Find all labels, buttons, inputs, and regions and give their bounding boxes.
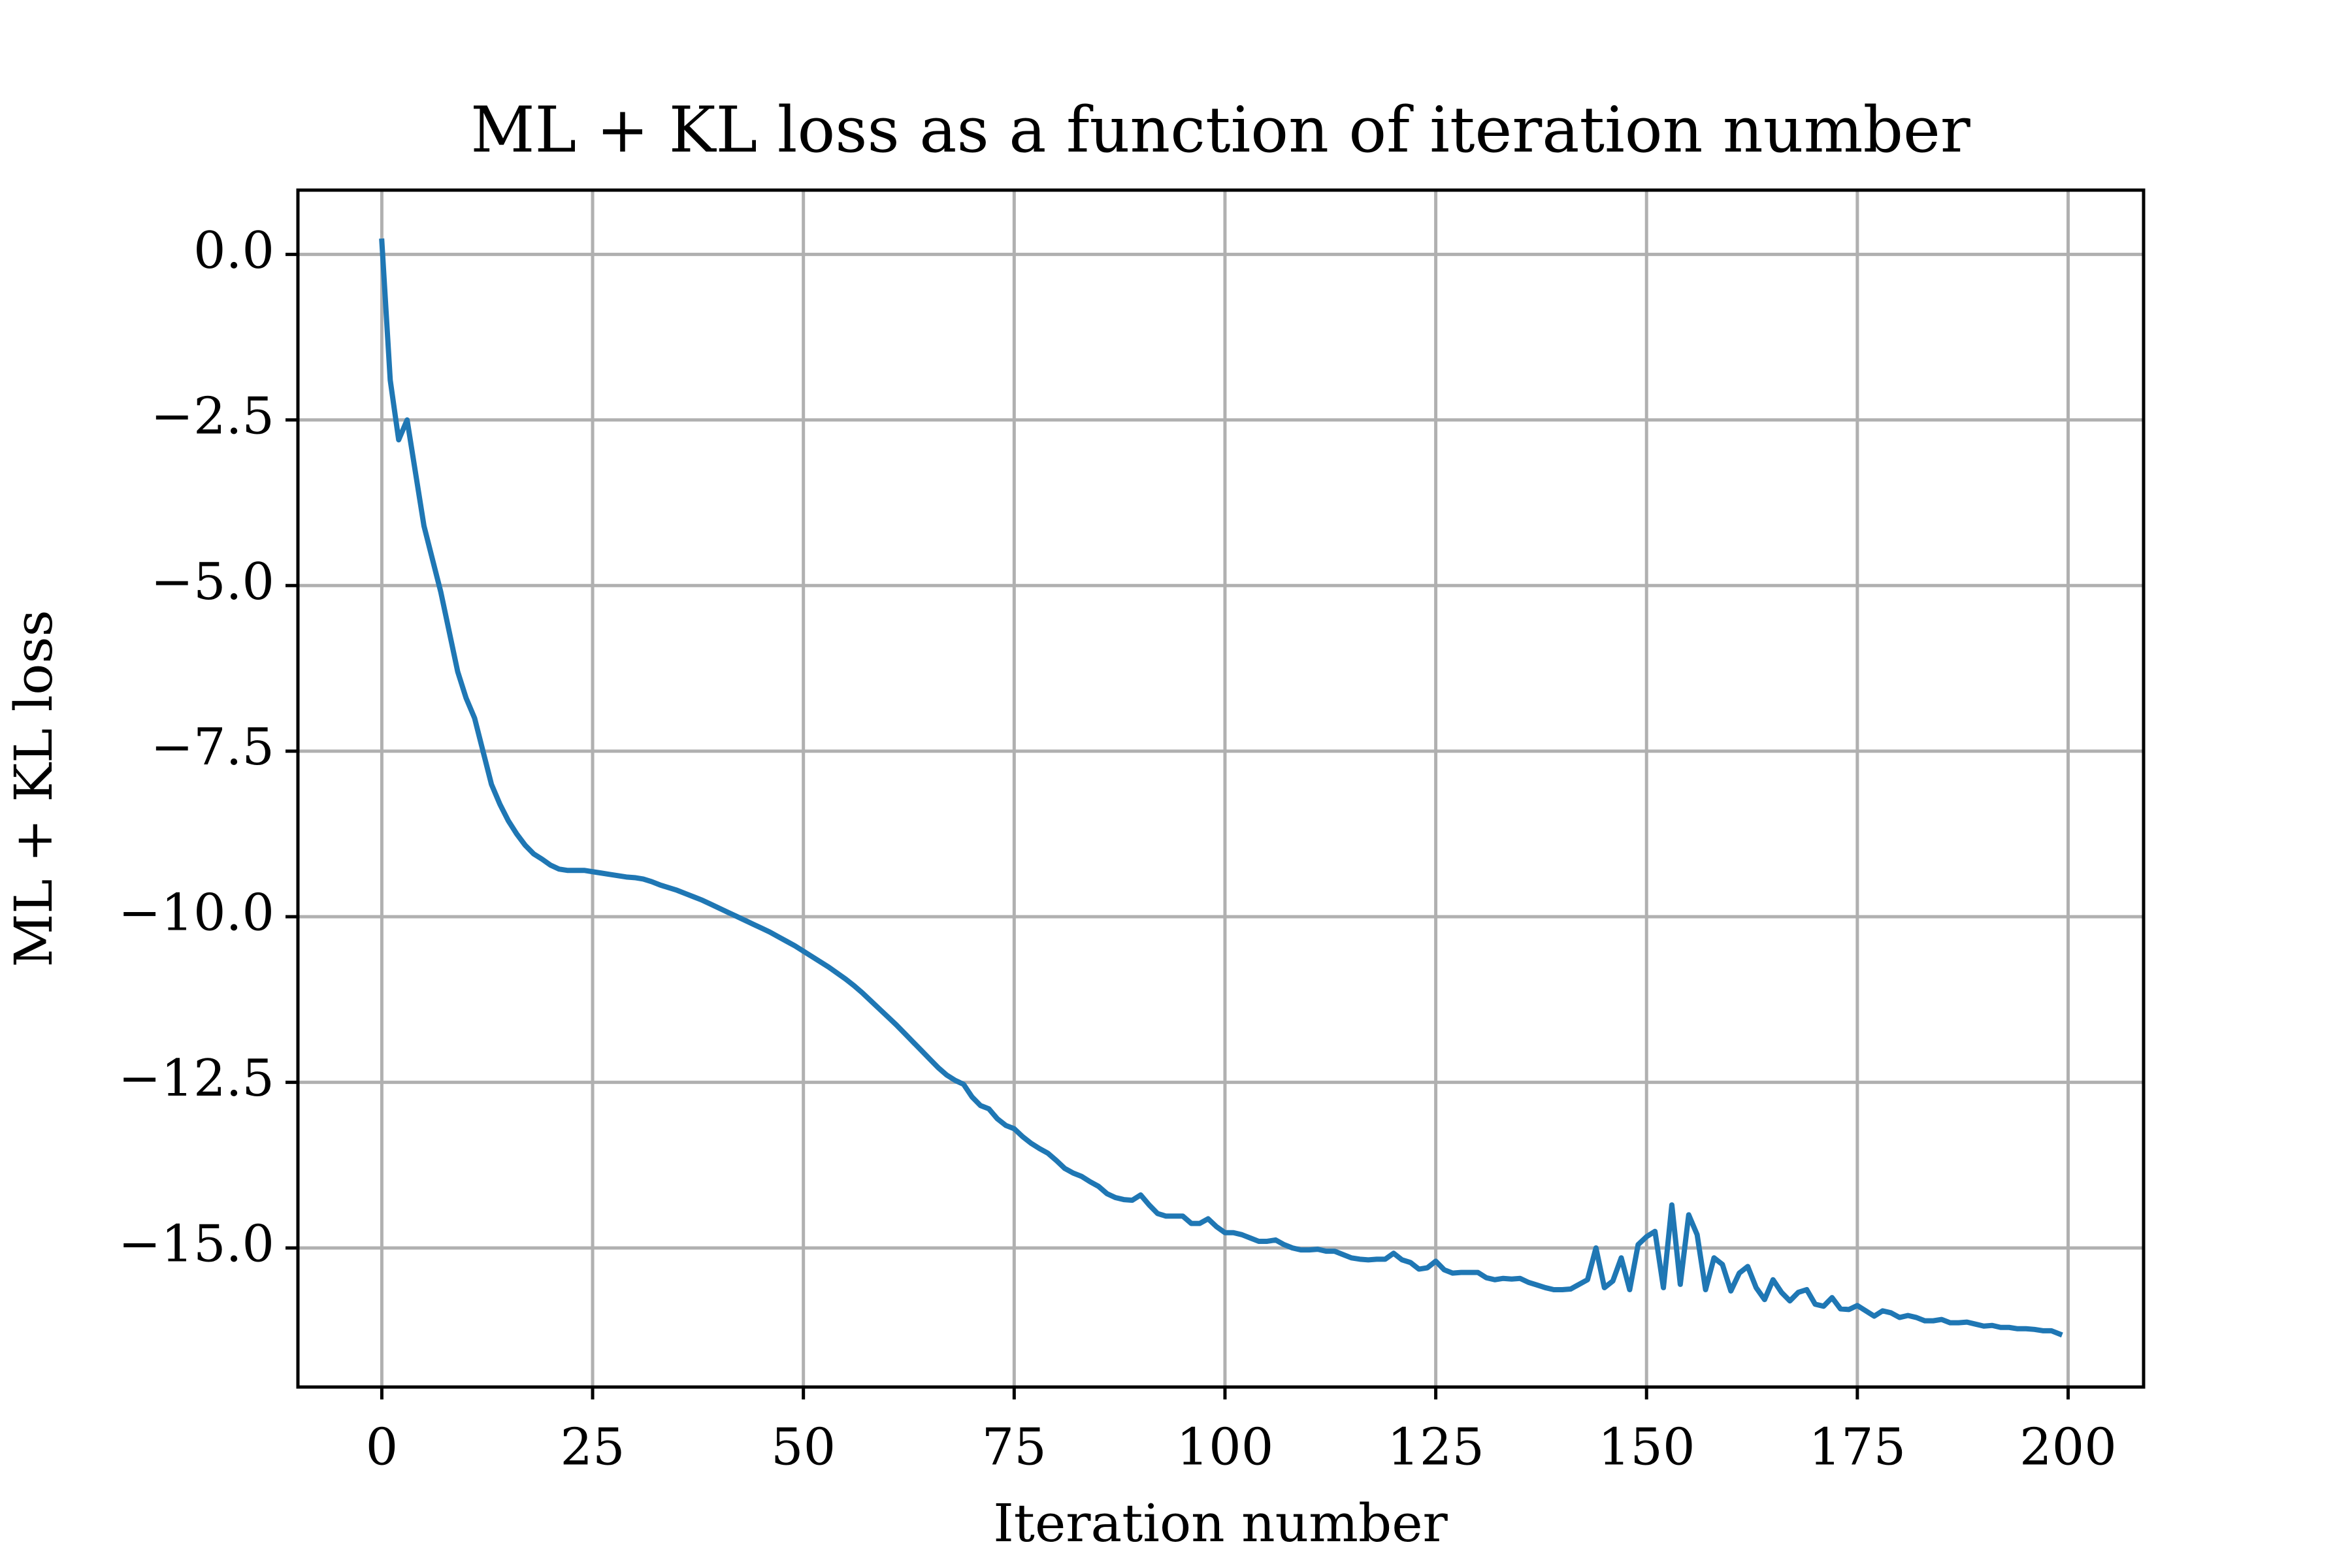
y-tick-label: −7.5 bbox=[151, 718, 274, 777]
x-tick-label: 75 bbox=[982, 1418, 1047, 1477]
x-axis-label: Iteration number bbox=[993, 1493, 1448, 1554]
y-tick-label: −15.0 bbox=[118, 1215, 274, 1274]
y-tick-label: −10.0 bbox=[118, 884, 274, 943]
x-tick-label: 150 bbox=[1598, 1418, 1695, 1477]
axes-frame bbox=[296, 188, 2146, 1389]
y-tick-label: −12.5 bbox=[118, 1049, 274, 1108]
x-tick-label: 125 bbox=[1387, 1418, 1484, 1477]
y-axis-label: ML + KL loss bbox=[3, 610, 64, 967]
x-tick-label: 25 bbox=[560, 1418, 625, 1477]
x-tick-label: 50 bbox=[771, 1418, 836, 1477]
chart-title: ML + KL loss as a function of iteration … bbox=[470, 93, 1970, 167]
grid bbox=[298, 190, 2144, 1387]
y-tick-label: −5.0 bbox=[151, 553, 274, 612]
y-tick-label: −2.5 bbox=[151, 387, 274, 446]
data-line bbox=[379, 238, 2063, 1338]
x-tick-label: 175 bbox=[1808, 1418, 1906, 1477]
plot-area bbox=[379, 238, 2063, 1338]
y-tick-label: 0.0 bbox=[193, 221, 274, 280]
x-tick-label: 100 bbox=[1177, 1418, 1274, 1477]
x-tick-label: 0 bbox=[366, 1418, 399, 1477]
x-tick-label: 200 bbox=[2019, 1418, 2117, 1477]
